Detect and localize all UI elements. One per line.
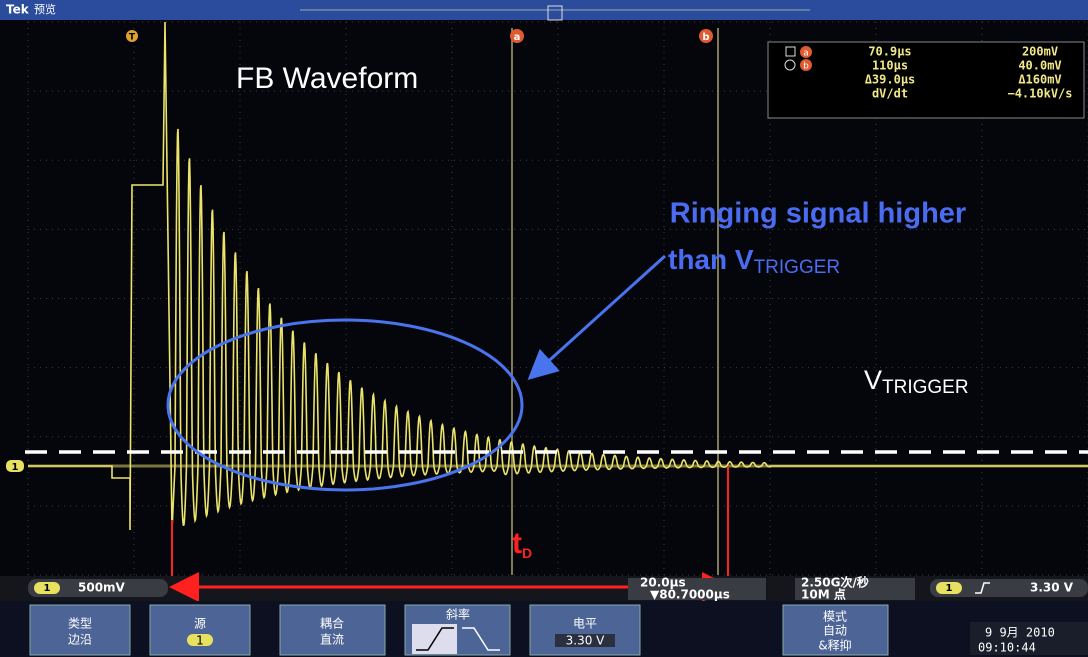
channel-number: 1 bbox=[44, 583, 51, 594]
button-title: 耦合 bbox=[320, 616, 344, 631]
button-value: 1 bbox=[196, 634, 204, 648]
icon-circle bbox=[784, 59, 796, 71]
readout-value: 70.9µs bbox=[868, 45, 911, 59]
readout-icon-a bbox=[800, 46, 812, 58]
button-title: 源 bbox=[194, 617, 206, 631]
channel-chip bbox=[34, 582, 60, 594]
button-face[interactable] bbox=[29, 604, 131, 656]
readout-value: Δ39.0µs bbox=[865, 73, 916, 87]
channel-box bbox=[28, 579, 168, 597]
clock-box bbox=[970, 622, 1088, 655]
trigger-channel-chip bbox=[936, 582, 962, 594]
menu-button[interactable]: 电平 3.30 V bbox=[529, 604, 641, 656]
button-face[interactable] bbox=[782, 604, 889, 656]
record-length: 10M 点 bbox=[801, 587, 846, 602]
button-value: 边沿 bbox=[68, 633, 92, 647]
readout-value: Δ160mV bbox=[1018, 73, 1061, 87]
brand: Tek bbox=[6, 3, 30, 17]
button-title: 模式 bbox=[823, 610, 847, 624]
acquisition-box bbox=[795, 578, 915, 600]
source-chip bbox=[187, 634, 213, 646]
menu-button[interactable]: 斜率 bbox=[404, 604, 511, 656]
readout-icon-a-label: a bbox=[803, 49, 809, 59]
readout-value: dV/dt bbox=[872, 87, 908, 101]
mode: 预览 bbox=[34, 2, 56, 16]
readout-value: 200mV bbox=[1022, 45, 1058, 59]
td-main: t bbox=[512, 527, 522, 560]
button-face[interactable] bbox=[279, 604, 386, 656]
button-title: 电平 bbox=[573, 617, 597, 631]
level-box bbox=[555, 634, 615, 647]
cursor-b-label: b bbox=[702, 32, 709, 43]
readout-icon-b bbox=[800, 59, 812, 71]
button-face[interactable] bbox=[149, 604, 251, 656]
vtrigger-main: V bbox=[864, 365, 882, 395]
vtrigger-sub: TRIGGER bbox=[882, 377, 969, 398]
trigger-box bbox=[930, 579, 1088, 597]
button-value: 3.30 V bbox=[566, 634, 606, 648]
trigger-marker-label: T bbox=[129, 33, 136, 43]
readout-icon-b-label: b bbox=[803, 62, 809, 72]
menu-button[interactable]: 源1 bbox=[149, 604, 251, 656]
channel-marker bbox=[6, 460, 24, 472]
cursor-readout bbox=[767, 41, 1085, 119]
timebase-box bbox=[628, 578, 766, 600]
ringing-text-main: than V bbox=[668, 244, 754, 275]
ringing-text: than VTRIGGER bbox=[668, 244, 840, 278]
trigger-channel: 1 bbox=[946, 583, 953, 594]
trigger-marker bbox=[126, 30, 138, 42]
trigger-slope-icon bbox=[975, 582, 990, 594]
ringing-arrow bbox=[527, 254, 667, 381]
cursor-b-marker bbox=[699, 29, 713, 43]
ringing-ellipse bbox=[166, 318, 524, 492]
button-face[interactable] bbox=[529, 604, 641, 656]
button-title: 斜率 bbox=[446, 607, 470, 622]
horizontal-position: ▼80.7000µs bbox=[650, 588, 730, 602]
graticule bbox=[27, 21, 1088, 576]
button-value: 直流 bbox=[320, 633, 344, 647]
rise-icon bbox=[416, 627, 454, 651]
sample-rate: 2.50G次/秒 bbox=[801, 575, 869, 590]
td-sub: D bbox=[522, 545, 532, 561]
cursor-a-label: a bbox=[514, 32, 521, 43]
vtrigger-label: VTRIGGER bbox=[864, 365, 969, 398]
readout-value: −4.10kV/s bbox=[1007, 87, 1072, 101]
channel-marker-label: 1 bbox=[12, 462, 19, 473]
time: 09:10:44 bbox=[978, 641, 1036, 655]
icon-square bbox=[785, 46, 796, 57]
timebase: 20.0µs bbox=[640, 576, 686, 590]
button-value: 自动 bbox=[823, 624, 847, 638]
cursor-a-marker bbox=[510, 29, 524, 43]
readout-value: 40.0mV bbox=[1018, 59, 1061, 73]
readout-value: 110µs bbox=[872, 59, 908, 73]
title: FB Waveform bbox=[236, 62, 418, 95]
button-title: 类型 bbox=[68, 617, 92, 631]
trigger-position-marker bbox=[547, 5, 563, 21]
ringing-text-sub: TRIGGER bbox=[754, 257, 841, 278]
button-extra: &释抑 bbox=[818, 638, 851, 653]
trigger-level: 3.30 V bbox=[1030, 581, 1074, 595]
ringing-text: Ringing signal higher bbox=[670, 198, 966, 230]
td-label: tD bbox=[512, 527, 532, 561]
date: 9 9月 2010 bbox=[985, 626, 1055, 640]
fall-icon bbox=[462, 627, 500, 651]
vertical-scale: 500mV bbox=[78, 581, 126, 595]
